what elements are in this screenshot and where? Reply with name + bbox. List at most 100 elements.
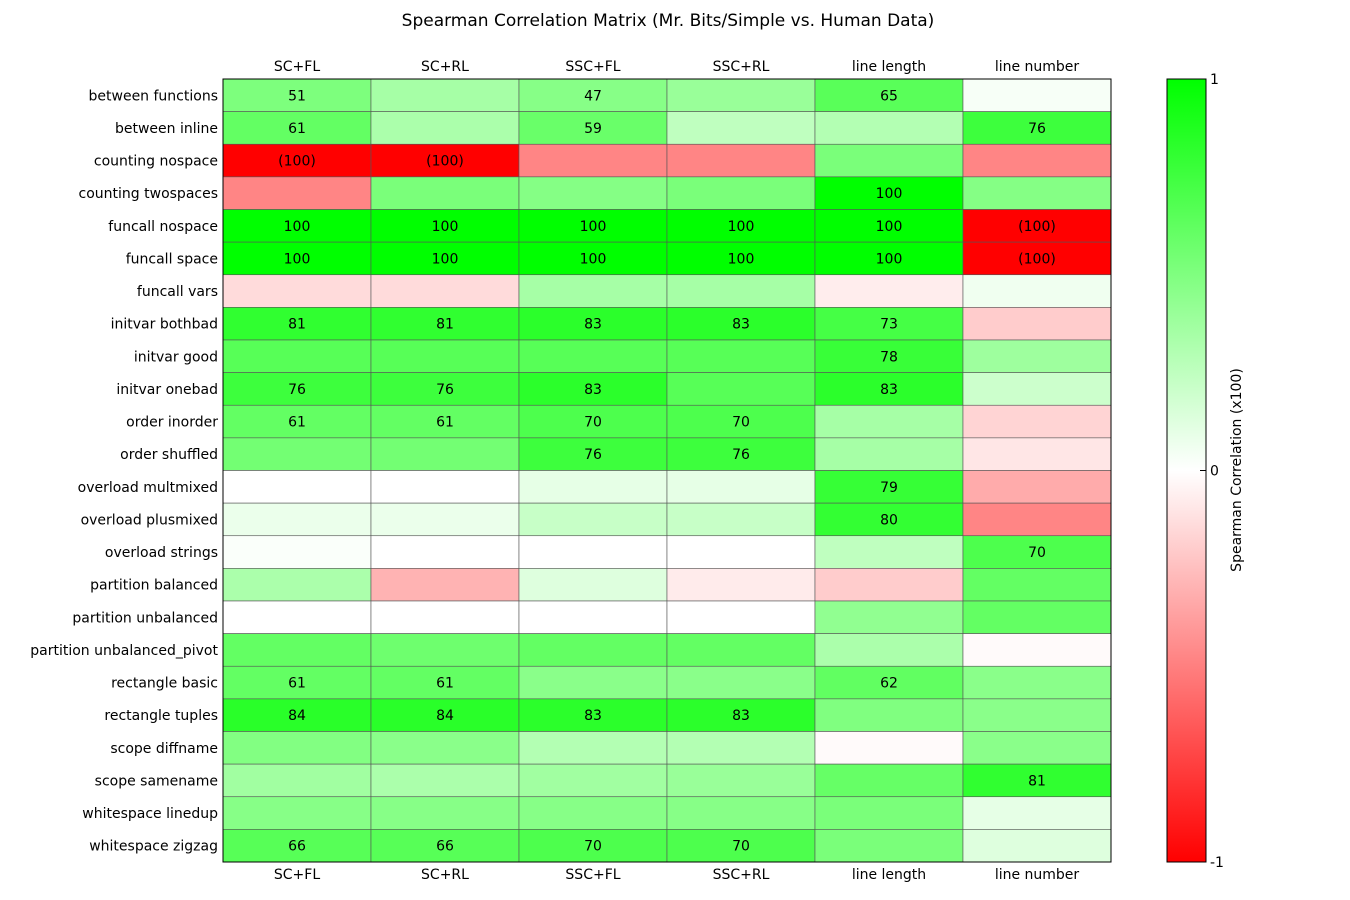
cell-label: (100)	[1018, 251, 1056, 267]
heatmap-cell	[962, 78, 1112, 112]
cell-label: 83	[584, 708, 602, 724]
cell-label: 100	[432, 219, 459, 235]
column-label-top: line number	[995, 59, 1080, 75]
cell-label: 59	[584, 121, 602, 137]
cell-label: 100	[580, 219, 607, 235]
heatmap-cell	[814, 502, 964, 537]
cell-label: 100	[284, 251, 311, 267]
column-label-bottom: SC+FL	[274, 867, 320, 883]
heatmap-cell	[962, 143, 1112, 178]
heatmap-cell	[370, 437, 520, 471]
heatmap-cell	[962, 111, 1112, 145]
cell-label: 70	[584, 839, 602, 855]
cell-label: 100	[580, 251, 607, 267]
heatmap-cell	[518, 633, 668, 667]
row-label: scope diffname	[110, 741, 218, 757]
heatmap-cell	[814, 241, 964, 276]
cell-label: (100)	[426, 154, 464, 170]
heatmap-cell	[962, 437, 1112, 471]
heatmap-cell	[370, 829, 520, 863]
heatmap-cell	[666, 763, 816, 798]
heatmap-cell	[370, 535, 520, 569]
cell-label: 70	[732, 839, 750, 855]
row-label: whitespace linedup	[82, 806, 218, 822]
row-label: order inorder	[126, 415, 218, 431]
cell-label: 100	[876, 219, 903, 235]
column-label-top: SC+FL	[274, 59, 320, 75]
heatmap-cell	[370, 372, 520, 406]
heatmap-cell	[222, 372, 372, 406]
heatmap-cell	[518, 470, 668, 504]
heatmap-cell	[222, 470, 372, 504]
heatmap-cell	[814, 143, 964, 178]
heatmap-cell	[370, 796, 520, 830]
heatmap-cell	[222, 731, 372, 765]
heatmap-cell	[222, 633, 372, 667]
heatmap-cell	[222, 274, 372, 308]
row-label: between functions	[89, 88, 218, 104]
heatmap-cell	[814, 763, 964, 798]
cell-label: 61	[288, 415, 306, 431]
cell-label: 81	[436, 317, 454, 333]
cell-label: 100	[728, 219, 755, 235]
heatmap-cell	[370, 307, 520, 341]
heatmap-cell	[814, 633, 964, 667]
heatmap-cell	[370, 731, 520, 765]
heatmap-cell	[370, 470, 520, 504]
heatmap-cell	[962, 307, 1112, 341]
heatmap-cell	[518, 78, 668, 112]
heatmap-cell	[814, 698, 964, 732]
heatmap-cell	[962, 796, 1112, 830]
heatmap-cell	[518, 241, 668, 276]
cell-label: 61	[288, 676, 306, 692]
heatmap-cell	[222, 796, 372, 830]
heatmap-cell	[666, 470, 816, 504]
heatmap-cell	[222, 209, 372, 243]
heatmap-cell	[370, 143, 520, 178]
cell-label: 81	[1028, 773, 1046, 789]
heatmap-cell	[222, 78, 372, 112]
heatmap-cell	[222, 829, 372, 863]
heatmap-cell	[814, 372, 964, 406]
row-label: partition balanced	[90, 578, 218, 594]
colorbar	[1166, 78, 1207, 863]
heatmap-cell	[518, 698, 668, 732]
row-label: funcall nospace	[108, 219, 218, 235]
heatmap-cell	[370, 339, 520, 373]
heatmap-cell	[962, 568, 1112, 602]
heatmap-cell	[666, 176, 816, 210]
heatmap-cell	[370, 78, 520, 112]
heatmap-cell	[962, 665, 1112, 700]
heatmap-cell	[518, 763, 668, 798]
heatmap-cell	[518, 600, 668, 634]
heatmap-cell	[222, 339, 372, 373]
heatmap-cell	[962, 502, 1112, 537]
cell-label: 83	[584, 382, 602, 398]
heatmap-cell	[666, 143, 816, 178]
row-label: whitespace zigzag	[89, 839, 218, 855]
row-label: counting nospace	[94, 154, 218, 170]
column-label-bottom: line length	[852, 867, 926, 883]
column-label-bottom: SSC+FL	[565, 867, 620, 883]
heatmap-cell	[814, 274, 964, 308]
cell-label: 76	[288, 382, 306, 398]
cell-label: 100	[876, 251, 903, 267]
cell-label: 47	[584, 88, 602, 104]
heatmap-cell	[222, 763, 372, 798]
heatmap-cell	[962, 731, 1112, 765]
heatmap-cell	[814, 568, 964, 602]
heatmap-cell	[222, 502, 372, 537]
cell-label: (100)	[1018, 219, 1056, 235]
heatmap-cell	[222, 437, 372, 471]
heatmap-cell	[518, 143, 668, 178]
column-label-top: SSC+RL	[713, 59, 770, 75]
row-label: partition unbalanced	[72, 610, 218, 626]
row-label: overload multmixed	[78, 480, 218, 496]
heatmap-cell	[962, 339, 1112, 373]
cell-label: 81	[288, 317, 306, 333]
heatmap-cell	[222, 535, 372, 569]
heatmap-cell	[666, 568, 816, 602]
heatmap-cell	[814, 470, 964, 504]
cell-label: 83	[732, 317, 750, 333]
heatmap-cell	[666, 698, 816, 732]
